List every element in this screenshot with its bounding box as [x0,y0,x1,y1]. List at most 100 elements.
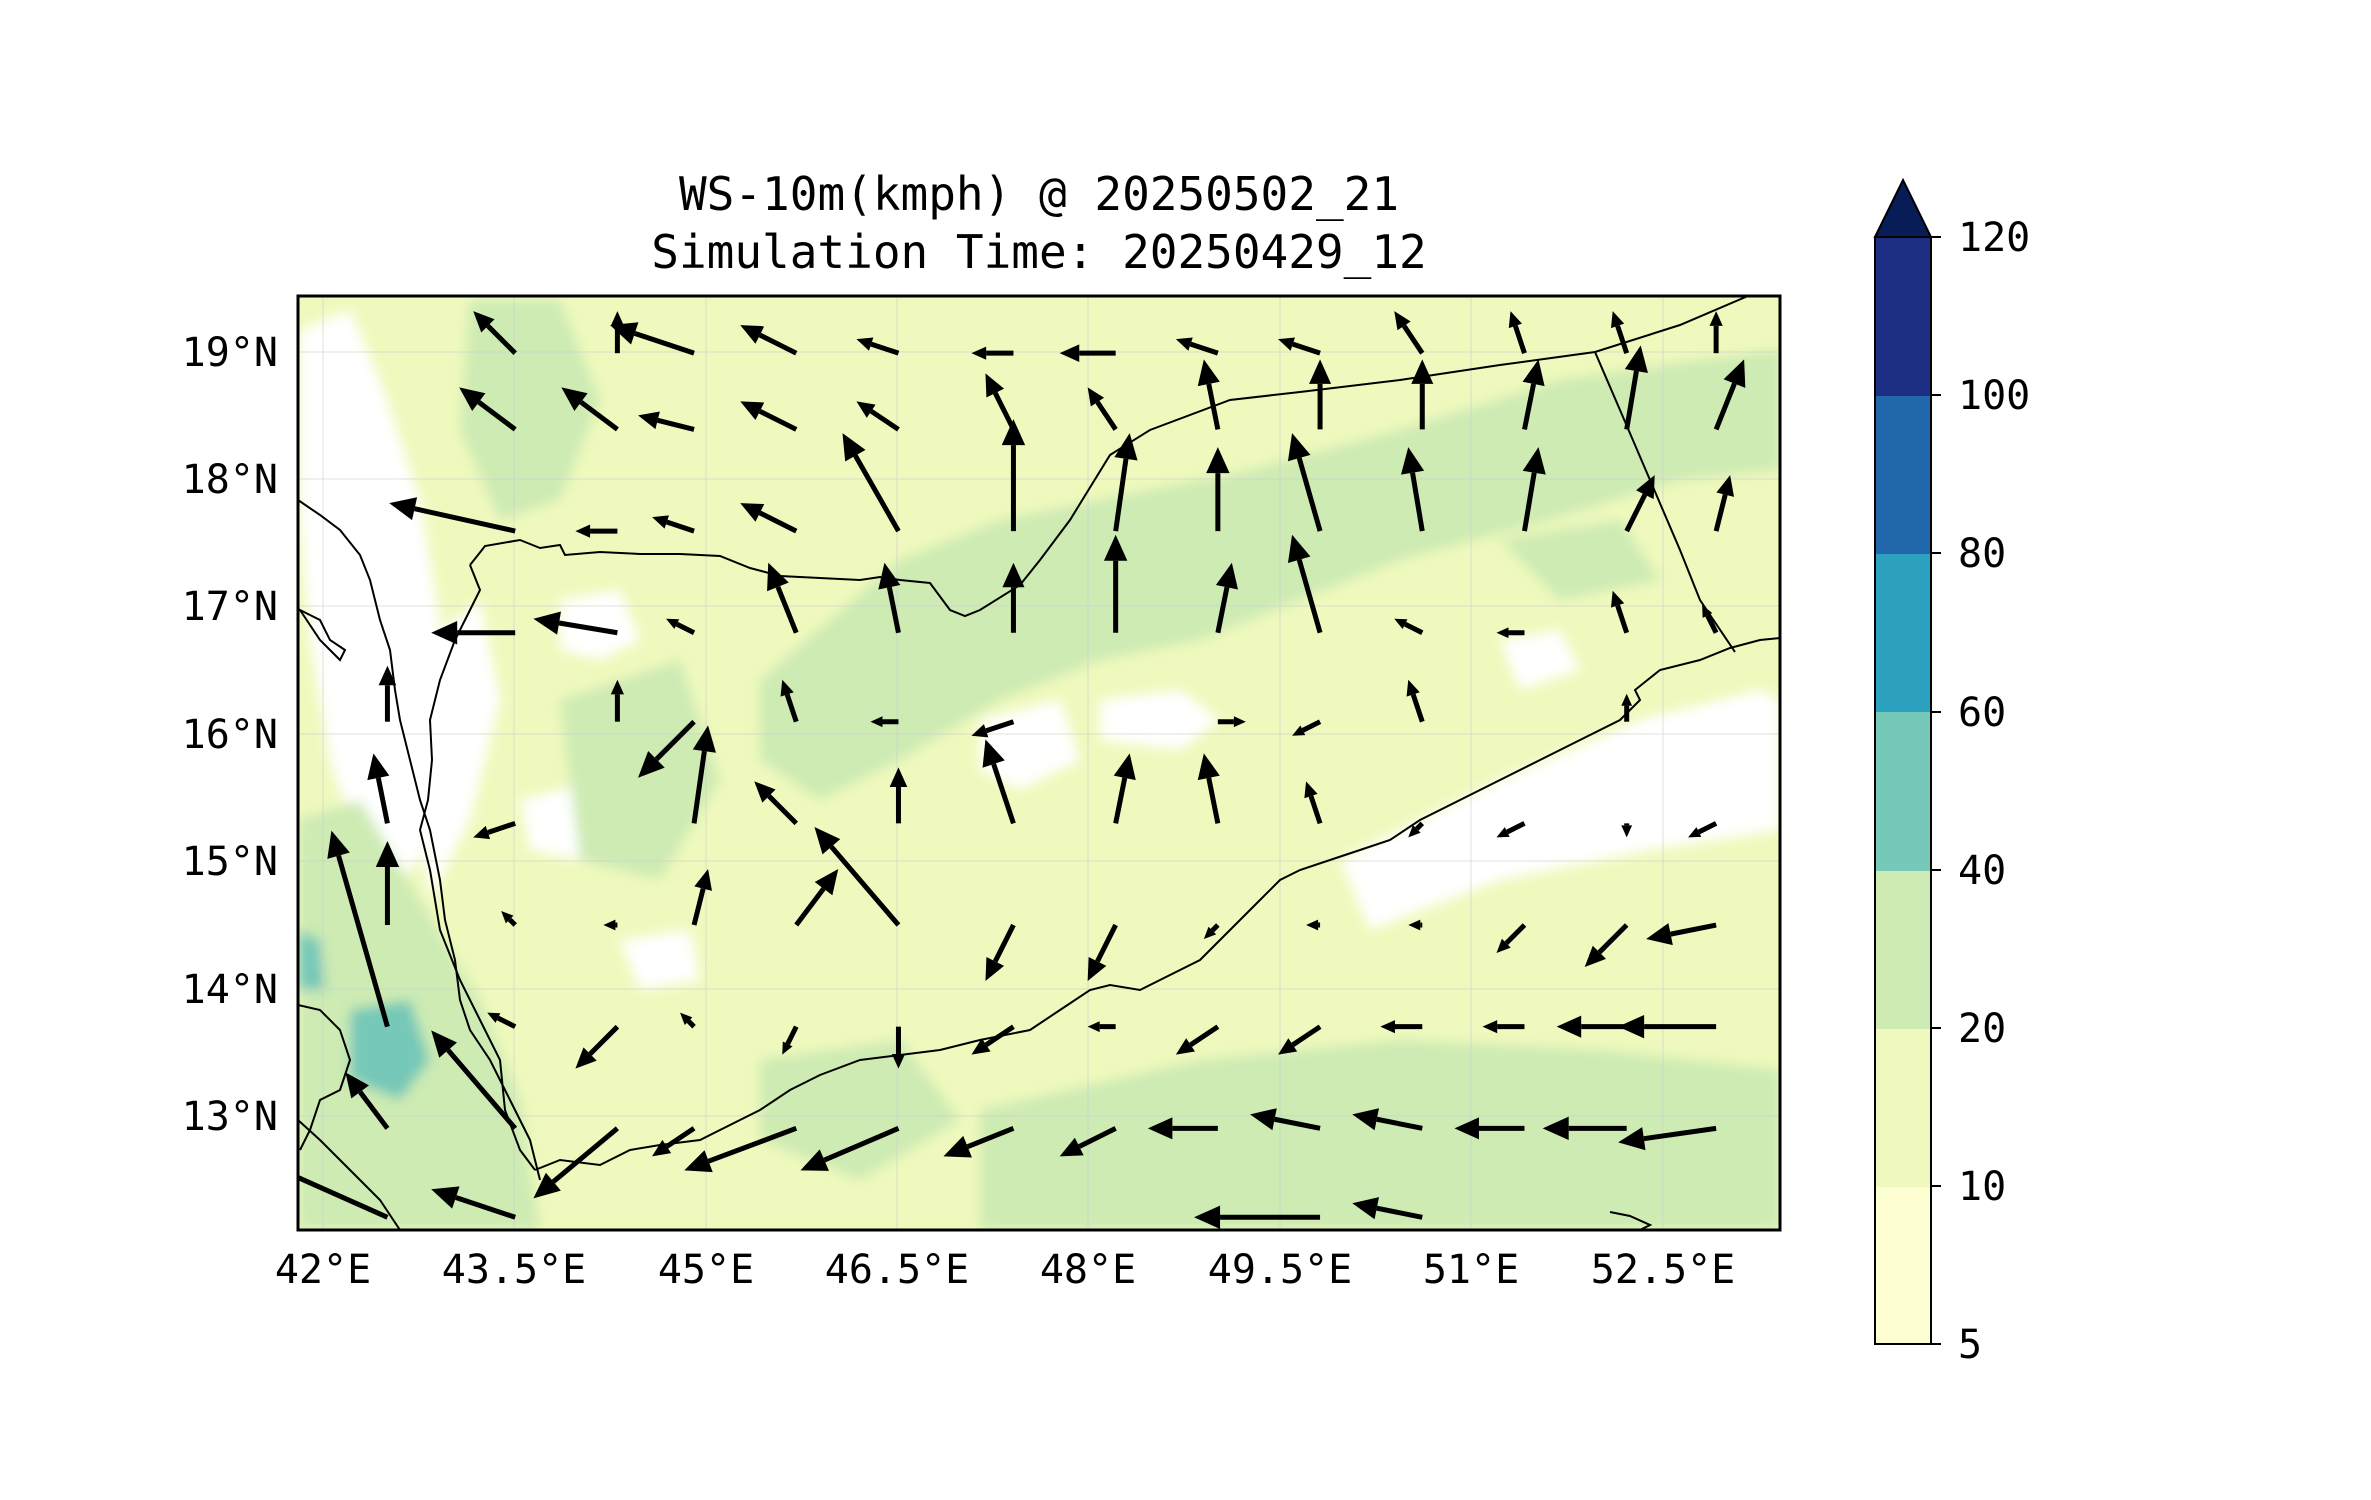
wind-arrow [1610,311,1630,354]
colorbar-frame [1874,236,1932,1345]
wind-arrow-head [638,411,660,430]
wind-arrow [298,1174,389,1220]
wind-arrow [1197,359,1221,430]
wind-arrow-head [982,739,1005,768]
wind-arrow [327,830,390,1028]
wind-arrow [1001,419,1026,532]
wind-arrow [1411,359,1434,430]
wind-arrow-head [1556,1015,1582,1038]
wind-arrow [1113,753,1136,824]
lon-tick-label: 49.5°E [1208,1247,1353,1293]
wind-arrow [533,611,618,636]
wind-arrow [1522,447,1546,532]
wind-arrow-head [1206,447,1230,474]
wind-arrow [971,719,1015,738]
wind-arrow-head [389,497,418,521]
wind-arrow-shaft [1670,922,1717,937]
wind-arrow [610,679,625,722]
wind-arrow [575,524,618,538]
wind-arrow-shaft [1504,923,1527,945]
wind-arrow-shaft [551,1126,619,1184]
wind-arrow-head [1688,827,1702,838]
wind-arrow [367,753,390,824]
wind-arrow [1610,590,1630,634]
wind-arrow-head [1087,387,1105,407]
wind-arrow-shaft [1215,586,1230,634]
border-eritrea-ethiopia [298,1119,401,1230]
wind-arrow-shaft [966,1126,1015,1150]
wind-arrow [1713,475,1735,532]
wind-arrow-head [1194,1205,1221,1229]
wind-arrow [1309,359,1332,430]
wind-arrow-shaft [1095,923,1118,963]
wind-arrow-shaft [1522,383,1537,430]
wind-arrow-shaft [1113,458,1129,532]
wind-arrow-shaft [1401,324,1425,355]
wind-arrow [1175,337,1219,356]
wind-arrow-shaft [869,409,900,432]
wind-arrow-shaft [455,1195,516,1220]
wind-arrow-shaft [993,391,1016,431]
contour-below5-patch-b [560,590,640,660]
wind-arrow [814,827,901,927]
wind-arrow-head [1542,1116,1569,1141]
wind-arrow-head [870,716,883,728]
wind-arrow-head [889,767,908,787]
wind-arrow [684,1125,798,1173]
wind-arrow-head [1709,311,1723,326]
colorbar-extend-arrow [1873,177,1933,238]
wind-arrow [638,411,695,432]
wind-arrow-shaft [823,1126,900,1163]
wind-arrow [1059,344,1116,363]
lon-tick-label: 43.5°E [442,1247,587,1293]
map-panel [298,296,1780,1230]
wind-arrow [878,562,901,634]
lat-tick-label: 19°N [182,330,278,376]
wind-arrow-head [501,911,514,924]
wind-arrow-shaft [1414,821,1425,831]
wind-arrow-head [1496,938,1511,954]
wind-arrow [431,1186,516,1220]
wind-arrow [1713,359,1746,431]
wind-arrow [1087,1021,1116,1033]
wind-arrow [652,1126,696,1157]
coastline-africa-south [298,1004,352,1151]
wind-arrow [1103,534,1128,633]
wind-arrow-head [1702,604,1713,618]
wind-arrow [652,515,695,534]
contour-below5-patch-a [1100,690,1220,750]
wind-arrow-shaft [1291,1024,1322,1047]
wind-arrow-shaft [358,1090,390,1130]
wind-arrow-head [1059,1137,1084,1157]
wind-arrow [1217,716,1246,728]
coastline-socotra [1609,1211,1653,1230]
wind-arrow [375,841,400,926]
wind-arrow [1304,781,1323,825]
wind-arrow-shaft [1506,821,1526,835]
wind-arrow [1278,337,1321,356]
wind-arrow-shaft [675,621,696,635]
contour-below5-gulf-aden [1340,690,1780,930]
wind-arrow-shaft [993,923,1016,963]
lon-tick-labels: 42°E 43.5°E 45°E 46.5°E 48°E 49.5°E 51°E… [275,1247,1735,1293]
wind-arrow-head [780,679,794,697]
wind-arrow-head [1197,359,1220,387]
wind-arrow-shaft [686,1019,696,1029]
wind-arrow-head [740,325,765,344]
wind-arrow-shaft [1643,1125,1717,1142]
wind-arrow [1147,1117,1218,1140]
wind-arrow-head [856,337,874,351]
wind-arrow [691,725,716,824]
colorbar-tick-label: 80 [1958,531,2006,577]
wind-arrow-head [533,611,561,635]
figure-title-line2: Simulation Time: 20250429_12 [651,225,1426,279]
wind-arrow [1702,604,1719,634]
wind-arrow-shaft [1597,923,1629,955]
wind-arrow [1352,1108,1423,1131]
wind-arrow-head [1618,1127,1646,1151]
wind-arrow-head [1114,433,1138,461]
wind-arrow-head [694,869,712,891]
wind-arrow-shaft [1713,494,1728,532]
wind-arrow [740,401,798,432]
wind-arrow-head [575,524,591,538]
